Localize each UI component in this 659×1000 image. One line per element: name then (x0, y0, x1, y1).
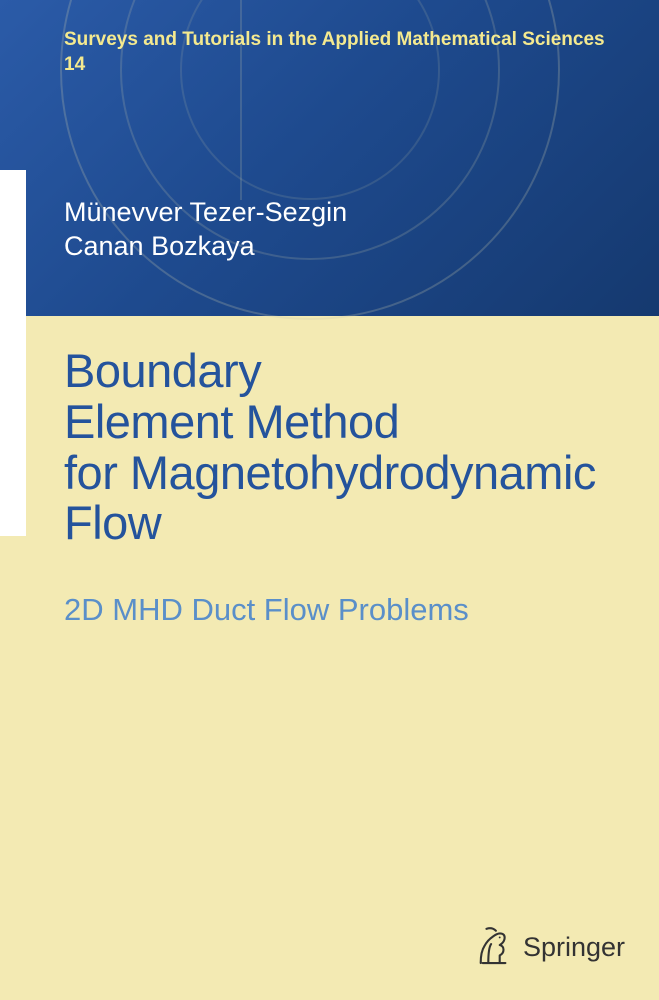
title-line: Boundary (64, 346, 596, 397)
title-line: Flow (64, 498, 596, 549)
author-line: Canan Bozkaya (64, 230, 347, 264)
book-subtitle: 2D MHD Duct Flow Problems (64, 592, 469, 628)
publisher-block: Springer (475, 923, 625, 972)
series-label: Surveys and Tutorials in the Applied Mat… (64, 28, 605, 77)
author-line: Münevver Tezer-Sezgin (64, 196, 347, 230)
left-accent-strip (0, 316, 26, 536)
springer-horse-icon (475, 923, 513, 972)
series-name: Surveys and Tutorials in the Applied Mat… (64, 29, 605, 50)
title-line: for Magnetohydrodynamic (64, 448, 596, 499)
title-line: Element Method (64, 397, 596, 448)
authors-block: Münevver Tezer-Sezgin Canan Bozkaya (64, 196, 347, 264)
book-title: Boundary Element Method for Magnetohydro… (64, 346, 596, 549)
series-number: 14 (64, 53, 605, 78)
left-accent-strip (0, 170, 26, 316)
publisher-name: Springer (523, 932, 625, 963)
